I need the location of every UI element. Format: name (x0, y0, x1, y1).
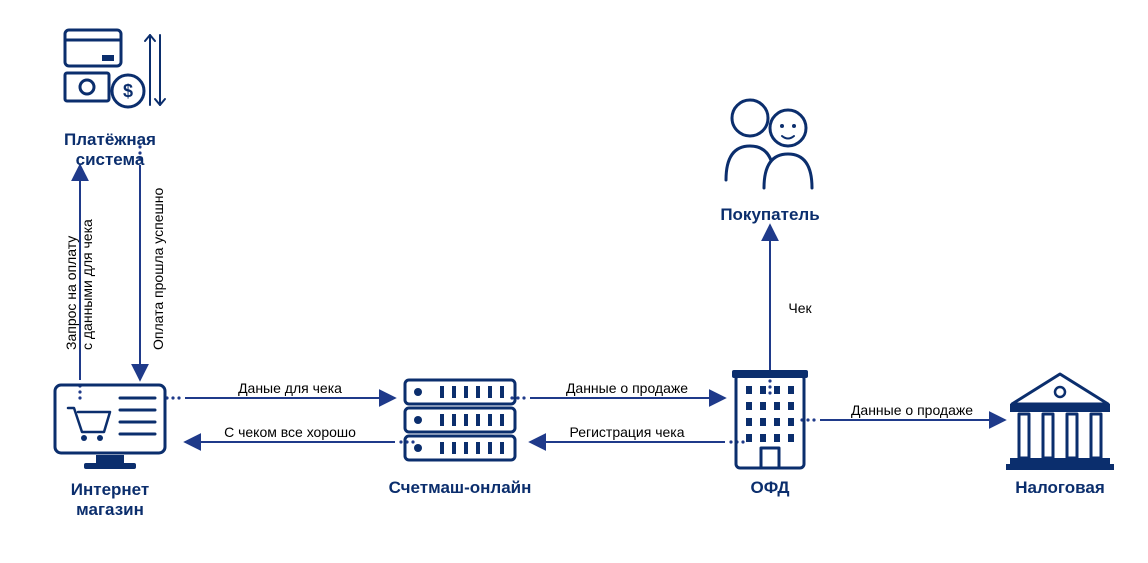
svg-text:$: $ (123, 81, 133, 101)
node-label-buyer: Покупатель (670, 205, 870, 225)
server-icon (405, 380, 515, 460)
edge-label-server-to-ofd: Данные о продаже (507, 380, 747, 396)
edge-label-shop-to-server: Даные для чека (170, 380, 410, 396)
edge-label-ofd-to-server: Регистрация чека (507, 424, 747, 440)
buyer-people-icon (726, 100, 812, 188)
edge-label-server-to-shop: С чеком все хорошо (170, 424, 410, 440)
diagram-stage: $ Платёжная система Интернет магазин Сче… (0, 0, 1148, 563)
node-label-shop: Интернет магазин (10, 480, 210, 519)
edge-label-shop-to-payment: Запрос на оплатус данными для чека (63, 219, 95, 350)
tax-building-icon (1006, 374, 1114, 470)
node-label-server: Счетмаш-онлайн (360, 478, 560, 498)
node-label-tax: Налоговая (960, 478, 1148, 498)
edge-label-ofd-to-tax: Данные о продаже (792, 402, 1032, 418)
node-label-ofd: ОФД (670, 478, 870, 498)
edge-label-ofd-to-buyer: Чек (680, 300, 920, 316)
edge-label-payment-to-shop: Оплата прошла успешно (150, 188, 166, 350)
node-label-payment: Платёжная система (10, 130, 210, 169)
internet-shop-icon (55, 385, 165, 469)
payment-system-icon: $ (65, 30, 165, 107)
